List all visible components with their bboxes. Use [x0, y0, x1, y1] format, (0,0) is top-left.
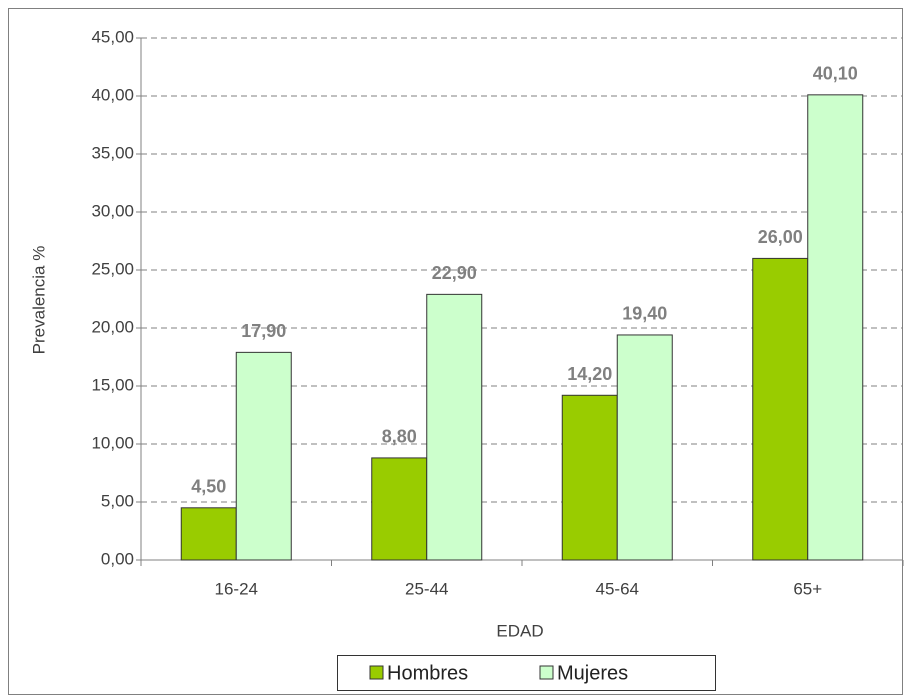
y-tick-label: 20,00: [91, 317, 134, 336]
legend-swatch: [369, 665, 384, 680]
x-tick-label: 16-24: [215, 579, 258, 598]
y-tick-label: 5,00: [101, 491, 134, 510]
bar: [371, 457, 428, 561]
legend-swatch: [539, 665, 554, 680]
bar: [752, 257, 809, 561]
value-label: 40,10: [813, 64, 858, 84]
legend-box: [337, 655, 716, 691]
bar: [235, 351, 292, 561]
value-label: 8,80: [382, 427, 417, 447]
legend-label: Hombres: [387, 662, 468, 684]
bar: [616, 334, 673, 561]
y-tick-label: 0,00: [101, 549, 134, 568]
y-tick-label: 40,00: [91, 85, 134, 104]
x-tick-label: 65+: [793, 579, 822, 598]
legend-label: Mujeres: [557, 662, 628, 684]
x-axis-title: EDAD: [496, 621, 543, 640]
value-label: 17,90: [241, 321, 286, 341]
value-label: 26,00: [758, 227, 803, 247]
bar: [807, 94, 864, 561]
y-tick-label: 30,00: [91, 201, 134, 220]
y-axis-title: Prevalencia %: [29, 246, 48, 355]
y-tick-label: 45,00: [91, 27, 134, 46]
y-tick-label: 10,00: [91, 433, 134, 452]
bar: [180, 507, 237, 561]
value-label: 22,90: [432, 263, 477, 283]
value-label: 14,20: [567, 364, 612, 384]
value-label: 19,40: [622, 304, 667, 324]
bar: [561, 394, 618, 561]
bar: [426, 293, 483, 561]
y-tick-label: 25,00: [91, 259, 134, 278]
x-tick-label: 45-64: [596, 579, 639, 598]
value-label: 4,50: [191, 477, 226, 497]
y-tick-label: 35,00: [91, 143, 134, 162]
y-tick-label: 15,00: [91, 375, 134, 394]
x-tick-label: 25-44: [405, 579, 448, 598]
